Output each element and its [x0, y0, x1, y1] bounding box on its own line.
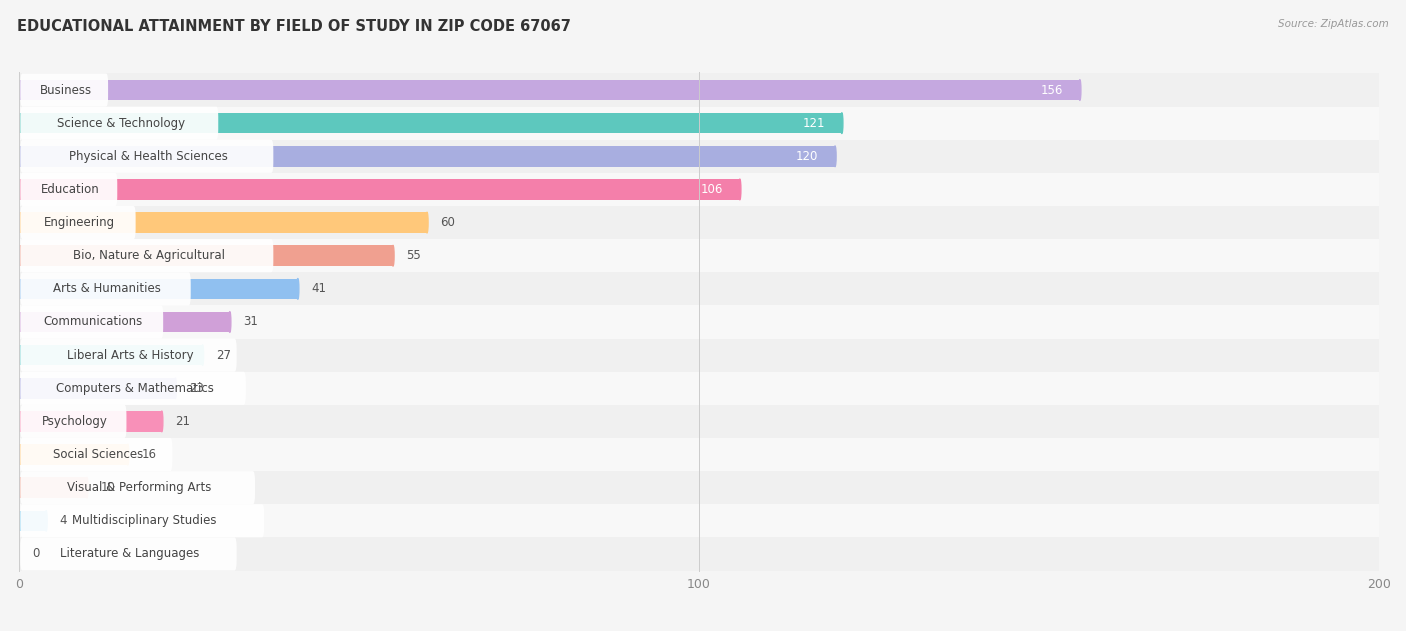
- Text: 121: 121: [803, 117, 825, 129]
- Ellipse shape: [201, 345, 204, 365]
- Text: 23: 23: [188, 382, 204, 395]
- Ellipse shape: [841, 113, 842, 133]
- Bar: [20, 339, 1379, 372]
- Bar: [20, 80, 1080, 100]
- Bar: [20, 378, 176, 399]
- Ellipse shape: [297, 278, 299, 299]
- Ellipse shape: [1078, 80, 1081, 100]
- Text: 55: 55: [406, 249, 422, 262]
- FancyBboxPatch shape: [20, 339, 236, 372]
- Text: Arts & Humanities: Arts & Humanities: [53, 282, 162, 295]
- Ellipse shape: [426, 212, 427, 233]
- Ellipse shape: [738, 179, 741, 199]
- Bar: [20, 73, 1379, 107]
- Bar: [20, 444, 128, 465]
- FancyBboxPatch shape: [20, 372, 246, 405]
- Bar: [20, 113, 842, 133]
- Text: Communications: Communications: [44, 316, 143, 329]
- FancyBboxPatch shape: [20, 239, 273, 272]
- Text: Social Sciences: Social Sciences: [53, 448, 143, 461]
- FancyBboxPatch shape: [20, 273, 191, 305]
- Text: 120: 120: [796, 150, 818, 163]
- Text: 60: 60: [440, 216, 456, 229]
- FancyBboxPatch shape: [20, 305, 163, 338]
- Bar: [20, 438, 1379, 471]
- Bar: [20, 405, 1379, 438]
- Text: Source: ZipAtlas.com: Source: ZipAtlas.com: [1278, 19, 1389, 29]
- Text: 156: 156: [1040, 83, 1063, 97]
- Bar: [20, 510, 46, 531]
- FancyBboxPatch shape: [20, 173, 117, 206]
- Text: Computers & Mathematics: Computers & Mathematics: [56, 382, 214, 395]
- Text: Education: Education: [41, 183, 100, 196]
- Text: Liberal Arts & History: Liberal Arts & History: [67, 349, 194, 362]
- Text: Business: Business: [39, 83, 91, 97]
- Bar: [20, 504, 1379, 538]
- Text: 106: 106: [700, 183, 723, 196]
- Ellipse shape: [86, 478, 89, 498]
- Ellipse shape: [174, 378, 177, 399]
- Text: 41: 41: [311, 282, 326, 295]
- Text: 10: 10: [101, 481, 115, 494]
- Text: Psychology: Psychology: [42, 415, 108, 428]
- Ellipse shape: [834, 146, 837, 167]
- Bar: [20, 478, 87, 498]
- Bar: [20, 538, 1379, 570]
- FancyBboxPatch shape: [20, 471, 254, 504]
- Bar: [20, 107, 1379, 139]
- Bar: [20, 239, 1379, 273]
- Text: 21: 21: [176, 415, 190, 428]
- Bar: [20, 146, 835, 167]
- FancyBboxPatch shape: [20, 73, 108, 107]
- Text: Visual & Performing Arts: Visual & Performing Arts: [67, 481, 211, 494]
- Ellipse shape: [392, 245, 394, 266]
- Text: Science & Technology: Science & Technology: [56, 117, 186, 129]
- Bar: [20, 372, 1379, 405]
- Bar: [20, 212, 427, 233]
- Text: 27: 27: [217, 349, 231, 362]
- Text: Bio, Nature & Agricultural: Bio, Nature & Agricultural: [73, 249, 225, 262]
- Bar: [20, 345, 202, 365]
- Bar: [20, 278, 298, 299]
- Bar: [20, 411, 162, 432]
- FancyBboxPatch shape: [20, 206, 135, 239]
- Bar: [20, 206, 1379, 239]
- Ellipse shape: [127, 444, 129, 465]
- FancyBboxPatch shape: [20, 438, 173, 471]
- FancyBboxPatch shape: [20, 504, 264, 538]
- Text: EDUCATIONAL ATTAINMENT BY FIELD OF STUDY IN ZIP CODE 67067: EDUCATIONAL ATTAINMENT BY FIELD OF STUDY…: [17, 19, 571, 34]
- Text: 4: 4: [60, 514, 67, 528]
- Text: 31: 31: [243, 316, 259, 329]
- Bar: [20, 173, 1379, 206]
- Text: Multidisciplinary Studies: Multidisciplinary Studies: [72, 514, 217, 528]
- Bar: [20, 305, 1379, 339]
- Bar: [20, 245, 394, 266]
- Bar: [20, 139, 1379, 173]
- Bar: [20, 471, 1379, 504]
- Text: Engineering: Engineering: [44, 216, 115, 229]
- Text: 16: 16: [142, 448, 156, 461]
- Ellipse shape: [45, 510, 48, 531]
- FancyBboxPatch shape: [20, 140, 273, 173]
- FancyBboxPatch shape: [20, 107, 218, 139]
- Text: Physical & Health Sciences: Physical & Health Sciences: [69, 150, 228, 163]
- Bar: [20, 179, 740, 199]
- FancyBboxPatch shape: [20, 405, 127, 438]
- FancyBboxPatch shape: [20, 538, 236, 570]
- Text: 0: 0: [32, 548, 39, 560]
- Ellipse shape: [229, 312, 231, 333]
- Text: Literature & Languages: Literature & Languages: [60, 548, 200, 560]
- Bar: [20, 273, 1379, 305]
- Ellipse shape: [160, 411, 163, 432]
- Bar: [20, 312, 229, 333]
